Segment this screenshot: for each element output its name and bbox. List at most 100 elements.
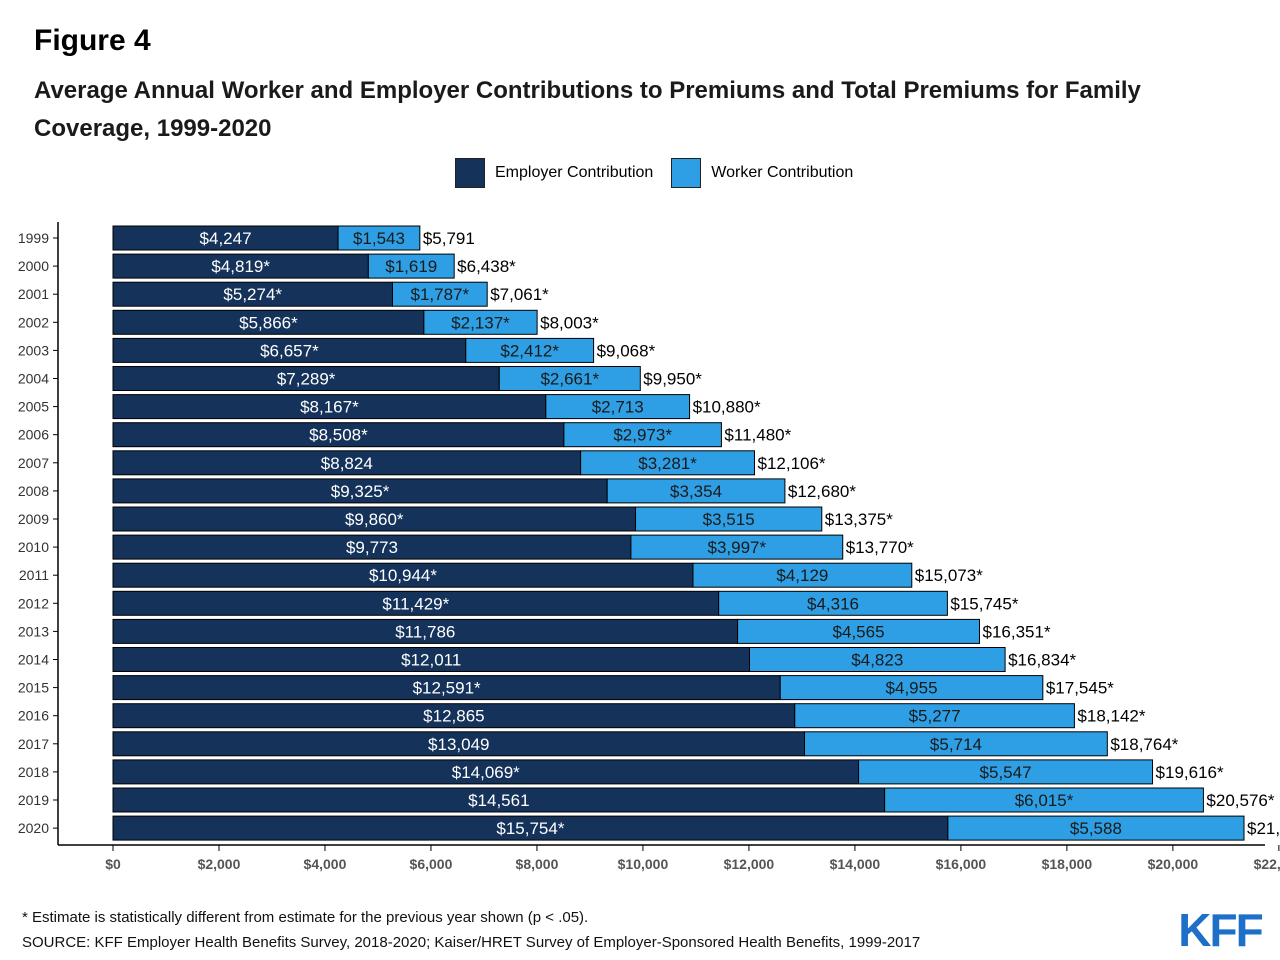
bar-worker <box>692 562 913 588</box>
y-tick-label: 2015 <box>18 680 49 696</box>
bar-worker <box>779 675 1044 701</box>
data-label-employer: $9,773 <box>346 538 398 557</box>
bar-worker <box>884 787 1204 813</box>
chart-legend: Employer Contribution Worker Contributio… <box>455 158 871 188</box>
bar-worker <box>947 815 1245 841</box>
data-label-total: $21,342* <box>1247 819 1280 838</box>
data-label-employer: $7,289* <box>277 370 336 389</box>
bar-worker <box>630 534 844 560</box>
data-label-employer: $12,011 <box>401 651 461 670</box>
data-label-worker: $5,588 <box>1070 819 1122 838</box>
data-label-worker: $4,565 <box>833 622 885 641</box>
bar-worker <box>606 478 786 504</box>
data-label-employer: $4,819* <box>211 257 270 276</box>
y-tick-label: 2016 <box>18 708 49 724</box>
y-tick-label: 2005 <box>18 399 49 415</box>
data-label-total: $9,950* <box>643 370 702 389</box>
data-label-total: $11,480* <box>724 426 791 445</box>
data-label-worker: $4,316 <box>807 594 859 613</box>
data-label-total: $12,680* <box>788 482 856 501</box>
data-label-total: $19,616* <box>1156 763 1224 782</box>
data-label-worker: $4,129 <box>776 566 828 585</box>
y-tick-label: 2014 <box>18 652 49 668</box>
y-tick-label: 2018 <box>18 764 49 780</box>
bar-employer <box>112 309 425 335</box>
kff-logo: KFF <box>1178 908 1264 950</box>
y-tick-label: 2012 <box>18 595 49 611</box>
data-label-employer: $13,049 <box>428 735 489 754</box>
data-label-employer: $8,508* <box>309 426 368 445</box>
x-tick-label: $20,000 <box>1148 856 1199 872</box>
bar-worker <box>858 759 1154 785</box>
bar-employer <box>112 759 860 785</box>
legend-item-employer: Employer Contribution <box>455 158 653 188</box>
x-tick-label: $2,000 <box>198 856 241 872</box>
data-label-employer: $5,866* <box>239 313 298 332</box>
y-tick-label: 2010 <box>18 539 49 555</box>
data-label-worker: $2,412* <box>500 341 559 360</box>
data-label-worker: $3,281* <box>638 454 697 473</box>
data-label-total: $8,003* <box>540 313 599 332</box>
y-tick-label: 2001 <box>18 286 49 302</box>
x-tick-label: $4,000 <box>304 856 347 872</box>
data-label-total: $18,142* <box>1077 707 1145 726</box>
data-label-employer: $11,429* <box>382 594 449 613</box>
bar-worker <box>635 506 823 532</box>
data-label-total: $5,791 <box>423 229 475 248</box>
data-label-employer: $12,591* <box>413 679 481 698</box>
x-tick-label: $18,000 <box>1042 856 1093 872</box>
figure-label: Figure 4 <box>34 24 151 57</box>
bar-worker <box>718 590 948 616</box>
y-tick-label: 2013 <box>18 623 49 639</box>
legend-label-employer: Employer Contribution <box>495 164 654 181</box>
bar-employer <box>112 590 720 616</box>
data-label-worker: $6,015* <box>1015 791 1074 810</box>
bar-employer <box>112 225 339 251</box>
bar-worker <box>794 703 1075 729</box>
bar-worker <box>545 394 691 420</box>
data-label-employer: $9,325* <box>331 482 390 501</box>
y-tick-label: 2009 <box>18 511 49 527</box>
legend-swatch-worker <box>671 158 702 188</box>
x-tick-label: $12,000 <box>724 856 775 872</box>
y-tick-label: 2002 <box>18 314 49 330</box>
bar-employer <box>112 394 547 420</box>
bar-employer <box>112 366 500 391</box>
x-tick-label: $16,000 <box>936 856 987 872</box>
data-label-worker: $2,713 <box>592 398 644 417</box>
y-tick-label: 1999 <box>18 230 49 246</box>
legend-swatch-employer <box>455 158 485 188</box>
legend-item-worker: Worker Contribution <box>671 158 853 188</box>
data-label-employer: $8,167* <box>300 398 359 417</box>
y-tick-label: 2011 <box>19 567 49 583</box>
bar-worker <box>337 225 421 251</box>
y-tick-label: 2004 <box>18 371 49 387</box>
bar-worker <box>749 647 1006 672</box>
data-label-total: $12,106* <box>757 454 825 473</box>
data-label-total: $10,880* <box>693 398 761 417</box>
svg-text:KFF: KFF <box>1178 908 1262 950</box>
y-tick-label: 2019 <box>18 792 49 808</box>
data-label-employer: $6,657* <box>260 341 319 360</box>
x-tick-label: $14,000 <box>830 856 881 872</box>
data-label-worker: $1,787* <box>411 285 470 304</box>
bar-employer <box>112 731 806 757</box>
data-label-total: $16,834* <box>1008 651 1076 670</box>
bar-worker <box>580 450 755 476</box>
data-label-employer: $5,274* <box>223 285 282 304</box>
y-tick-label: 2008 <box>18 483 49 499</box>
y-tick-label: 2017 <box>18 736 49 752</box>
data-label-employer: $10,944* <box>369 566 437 585</box>
bar-employer <box>112 703 796 729</box>
y-tick-label: 2020 <box>18 820 49 836</box>
data-label-worker: $3,515 <box>703 510 755 529</box>
data-label-worker: $4,955 <box>886 679 938 698</box>
source-note: SOURCE: KFF Employer Health Benefits Sur… <box>22 934 921 951</box>
data-label-total: $18,764* <box>1110 735 1178 754</box>
bar-employer <box>112 618 739 644</box>
bar-chart: 1999 $4,247 $1,543 $5,791 2000 $4,819* $1,619 $… <box>18 222 1280 872</box>
y-tick-label: 2000 <box>18 258 49 274</box>
data-label-total: $7,061* <box>490 285 549 304</box>
bar-worker <box>423 309 538 335</box>
legend-label-worker: Worker Contribution <box>711 164 854 181</box>
